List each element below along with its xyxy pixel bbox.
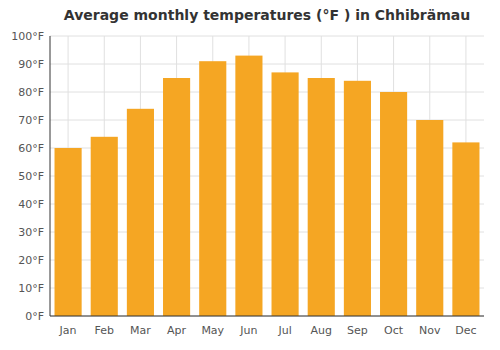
y-tick-label: 10°F: [18, 282, 44, 295]
y-tick-label: 30°F: [18, 226, 44, 239]
x-axis-line: [50, 316, 484, 317]
y-tick-label: 60°F: [18, 142, 44, 155]
x-tick-label: May: [201, 324, 224, 337]
grid-line-y: [50, 36, 484, 37]
y-tick-label: 80°F: [18, 86, 44, 99]
x-tick-label: Mar: [130, 324, 151, 337]
grid: [50, 36, 484, 316]
chart-title: Average monthly temperatures (°F ) in Ch…: [64, 7, 470, 23]
chart-svg: Average monthly temperatures (°F ) in Ch…: [0, 0, 500, 350]
x-tick-label: Nov: [419, 324, 441, 337]
y-tick-label: 20°F: [18, 254, 44, 267]
bar: [127, 109, 154, 316]
bar: [452, 142, 479, 316]
x-tick-label: Feb: [95, 324, 114, 337]
bar: [91, 137, 118, 316]
x-tick-label: Apr: [167, 324, 187, 337]
grid-line-y: [50, 64, 484, 65]
bar: [199, 61, 226, 316]
x-tick-label: Jan: [59, 324, 77, 337]
x-tick-label: Jun: [239, 324, 257, 337]
bar: [235, 56, 262, 316]
grid-line-y: [50, 92, 484, 93]
y-tick-label: 70°F: [18, 114, 44, 127]
chart-container: Average monthly temperatures (°F ) in Ch…: [0, 0, 500, 350]
bar: [272, 72, 299, 316]
grid-line-y: [50, 316, 484, 317]
y-tick-label: 100°F: [11, 30, 44, 43]
bar: [380, 92, 407, 316]
y-tick-label: 90°F: [18, 58, 44, 71]
bar: [308, 78, 335, 316]
bar: [163, 78, 190, 316]
x-tick-label: Oct: [384, 324, 404, 337]
bar: [416, 120, 443, 316]
bar: [344, 81, 371, 316]
y-tick-label: 40°F: [18, 198, 44, 211]
x-tick-label: Dec: [455, 324, 476, 337]
x-tick-label: Sep: [347, 324, 368, 337]
y-tick-label: 50°F: [18, 170, 44, 183]
bar: [55, 148, 82, 316]
y-axis-line: [50, 36, 51, 316]
y-tick-label: 0°F: [25, 310, 44, 323]
x-tick-label: Aug: [311, 324, 332, 337]
x-tick-label: Jul: [277, 324, 291, 337]
bars: [55, 56, 480, 316]
